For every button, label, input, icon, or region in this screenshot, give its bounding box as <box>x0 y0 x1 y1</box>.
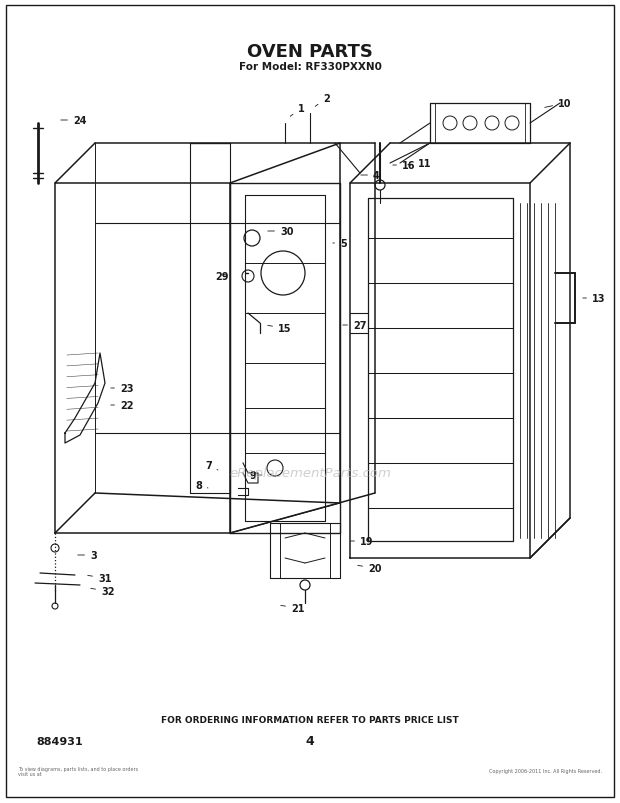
Text: 31: 31 <box>88 573 112 583</box>
Text: Copyright 2006-2011 Inc. All Rights Reserved.: Copyright 2006-2011 Inc. All Rights Rese… <box>489 768 602 773</box>
Text: 20: 20 <box>358 563 381 573</box>
Text: 3: 3 <box>78 550 97 560</box>
Text: 22: 22 <box>111 401 133 410</box>
Text: 16: 16 <box>393 161 415 171</box>
Text: 8: 8 <box>195 480 208 491</box>
Text: FOR ORDERING INFORMATION REFER TO PARTS PRICE LIST: FOR ORDERING INFORMATION REFER TO PARTS … <box>161 715 459 724</box>
Text: 24: 24 <box>61 116 87 126</box>
Text: To view diagrams, parts lists, and to place orders
visit us at: To view diagrams, parts lists, and to pl… <box>18 765 138 777</box>
Text: 29: 29 <box>215 271 229 282</box>
Text: 7: 7 <box>205 460 218 471</box>
Text: eReplacementParts.com: eReplacementParts.com <box>229 467 391 480</box>
Text: 1: 1 <box>290 104 305 117</box>
Text: 21: 21 <box>281 603 304 613</box>
Text: 5: 5 <box>333 238 347 249</box>
Text: 10: 10 <box>545 99 572 109</box>
Text: 23: 23 <box>111 384 133 393</box>
Text: 11: 11 <box>408 159 432 169</box>
Text: For Model: RF330PXXN0: For Model: RF330PXXN0 <box>239 62 381 72</box>
Text: OVEN PARTS: OVEN PARTS <box>247 43 373 61</box>
Text: 4: 4 <box>361 171 379 181</box>
Text: 15: 15 <box>268 324 291 333</box>
Text: 32: 32 <box>91 586 115 597</box>
Text: 884931: 884931 <box>37 736 83 746</box>
Text: 2: 2 <box>315 94 330 108</box>
Text: 19: 19 <box>351 536 373 546</box>
Text: 27: 27 <box>343 320 366 331</box>
Text: 30: 30 <box>268 226 293 237</box>
Text: 4: 4 <box>306 735 314 748</box>
Text: 9: 9 <box>250 471 262 480</box>
Text: 13: 13 <box>583 294 606 304</box>
